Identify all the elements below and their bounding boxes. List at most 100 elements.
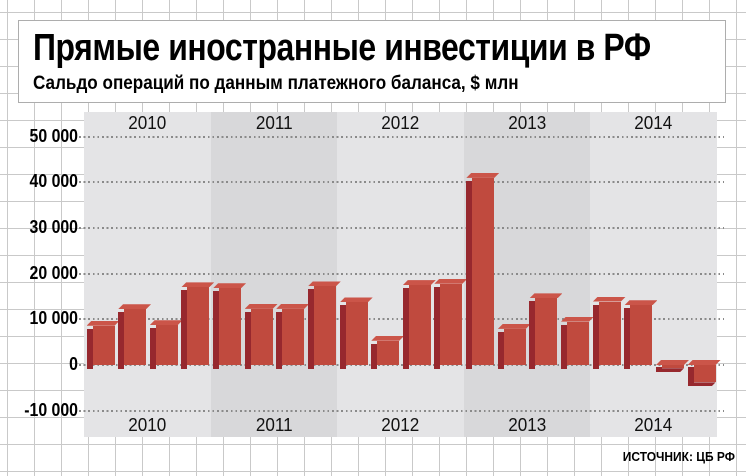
bar-top-face xyxy=(497,323,531,329)
bar-front-face xyxy=(219,288,242,365)
bar-side-face xyxy=(497,331,504,369)
bar-front-face xyxy=(92,325,115,365)
bar-top-face xyxy=(181,282,215,288)
year-label-top: 2014 xyxy=(634,113,673,133)
source-label: ИСТОЧНИК: ЦБ РФ xyxy=(622,449,735,464)
chart-title: Прямые иностранные инвестиции в РФ xyxy=(33,27,651,69)
bar-side-face xyxy=(86,328,93,369)
bar-front-face xyxy=(345,302,368,365)
bar-front-face xyxy=(408,285,431,365)
bar-top-face xyxy=(624,300,658,306)
bar-top-face xyxy=(687,360,721,365)
bar-2014-q1 xyxy=(592,0,626,476)
bar-side-face xyxy=(560,324,567,369)
bar-2012-q2 xyxy=(371,0,405,476)
year-label-top: 2012 xyxy=(381,113,420,133)
y-axis-label: 50 000 xyxy=(29,125,79,146)
bar-2011-q1 xyxy=(213,0,247,476)
bar-front-face xyxy=(535,298,558,365)
bar-2011-q4 xyxy=(307,0,341,476)
bar-top-face xyxy=(213,283,247,289)
bar-2014-q2 xyxy=(624,0,658,476)
bar-front-face xyxy=(250,308,273,365)
bar-side-face xyxy=(656,367,662,373)
bar-front-face xyxy=(662,365,684,369)
bar-top-face xyxy=(149,320,183,326)
year-label-bottom: 2014 xyxy=(634,415,673,435)
bar-side-face xyxy=(529,301,536,369)
bar-top-face xyxy=(656,360,689,365)
bar-2010-q1 xyxy=(86,0,120,476)
bar-2013-q1 xyxy=(466,0,500,476)
bar-top-face xyxy=(339,297,373,303)
bar-top-face xyxy=(276,303,310,309)
y-axis-label: 20 000 xyxy=(29,262,79,283)
bar-front-face xyxy=(598,301,621,365)
h-gridline xyxy=(79,227,724,230)
bar-side-face xyxy=(339,305,346,369)
bar-front-face xyxy=(155,325,178,365)
bar-front-face xyxy=(187,287,210,365)
bar-2013-q2 xyxy=(497,0,531,476)
bar-2010-q3 xyxy=(149,0,183,476)
bar-front-face xyxy=(282,308,305,365)
y-axis-label: 0 xyxy=(69,354,78,374)
bar-2012-q3 xyxy=(402,0,436,476)
bar-2013-q3 xyxy=(529,0,563,476)
bar-top-face xyxy=(592,296,626,302)
bar-top-face xyxy=(118,304,152,310)
bar-side-face xyxy=(624,308,631,369)
bar-side-face xyxy=(307,289,314,369)
bar-top-face xyxy=(244,303,278,309)
bar-side-face xyxy=(434,286,441,369)
bar-2011-q3 xyxy=(276,0,310,476)
y-axis-label: 30 000 xyxy=(29,217,79,238)
bar-2012-q4 xyxy=(434,0,468,476)
bar-side-face xyxy=(244,311,251,369)
year-label-bottom: 2013 xyxy=(508,415,547,435)
bar-front-face xyxy=(124,309,147,365)
y-axis-label: 40 000 xyxy=(29,171,79,192)
bar-top-face xyxy=(434,278,468,284)
bar-2014-q3 xyxy=(656,0,689,476)
bar-2011-q2 xyxy=(244,0,278,476)
bar-2010-q2 xyxy=(118,0,152,476)
bar-2012-q1 xyxy=(339,0,373,476)
bar-front-face xyxy=(440,283,463,365)
bar-top-face xyxy=(402,280,436,286)
bar-top-face xyxy=(560,316,594,322)
bar-front-face xyxy=(693,365,716,383)
bar-2014-q4 xyxy=(687,0,721,476)
h-gridline xyxy=(79,318,724,321)
bar-front-face xyxy=(377,340,400,365)
h-gridline xyxy=(79,364,724,366)
bar-front-face xyxy=(503,328,526,365)
chart-subtitle: Сальдо операций по данным платежного бал… xyxy=(33,73,519,94)
bar-top-face xyxy=(371,335,405,341)
year-label-top: 2013 xyxy=(508,113,547,133)
bar-bottom-face xyxy=(658,368,684,372)
bar-top-face xyxy=(86,320,120,326)
bar-side-face xyxy=(181,290,188,369)
bar-front-face xyxy=(313,286,336,365)
y-axis-label: -10 000 xyxy=(24,399,78,420)
bar-side-face xyxy=(371,343,378,369)
year-label-bottom: 2011 xyxy=(255,415,293,435)
bar-top-face xyxy=(307,281,341,287)
bar-side-face xyxy=(687,367,694,387)
bar-side-face xyxy=(149,328,156,369)
h-gridline xyxy=(79,181,724,184)
bar-top-face xyxy=(529,293,563,299)
year-label-top: 2011 xyxy=(255,113,293,133)
bar-side-face xyxy=(118,312,125,369)
bar-front-face xyxy=(472,177,495,365)
h-gridline xyxy=(79,135,724,138)
h-gridline xyxy=(79,409,724,412)
bar-side-face xyxy=(466,180,473,369)
year-label-bottom: 2012 xyxy=(381,415,420,435)
h-gridline xyxy=(79,272,724,275)
bar-top-face xyxy=(466,172,500,178)
bar-2010-q4 xyxy=(181,0,215,476)
bar-bottom-face xyxy=(690,382,716,386)
